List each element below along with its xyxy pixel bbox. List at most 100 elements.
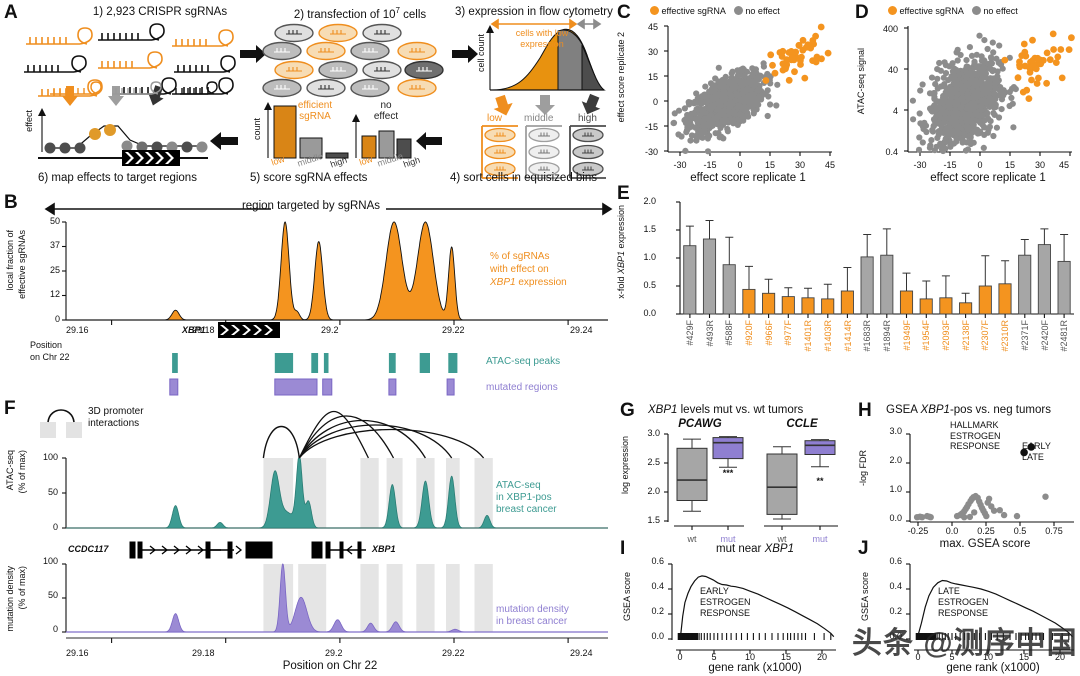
legend-dot-effective-c: [650, 6, 659, 15]
panel-a-step-6-label: 6) map effects to target regions: [38, 172, 197, 184]
panel-h-scatter: [906, 433, 1074, 526]
panel-h-ytick-30: 3.0: [889, 426, 902, 436]
panel-g-xtick-wt-1: wt: [687, 534, 697, 544]
panel-j-letter: J: [858, 538, 869, 559]
panel-b-atac-track: [172, 353, 458, 373]
legend-label-noeffect-c: no effect: [745, 6, 780, 16]
panel-j-ytick-00: 0.0: [889, 631, 902, 641]
legend-dot-effective-d: [888, 6, 897, 15]
panel-f-xtick-0: 29.16: [66, 648, 89, 658]
panel-e-bar-label: #1414R: [842, 320, 853, 352]
panel-b-target-region-arrow: [44, 202, 613, 216]
panel-d-ytick-4: 4: [892, 106, 898, 116]
panel-h-xtick-0: -0.25: [907, 526, 929, 536]
arrow-step2-to-3: [452, 45, 478, 63]
panel-f-xtick-1: 29.18: [192, 648, 215, 658]
panel-e-barchart: [676, 201, 1074, 318]
panel-b-signal-plot: [62, 221, 608, 325]
panel-f-mut-ytick-100: 100: [42, 556, 58, 566]
panel-i-title: mut near XBP1: [716, 543, 794, 555]
panel-i-xlabel: gene rank (x1000): [708, 662, 802, 674]
panel-j-xtick-20: 20: [1054, 652, 1065, 662]
score-sgrna-barcharts: [264, 102, 412, 159]
panel-f-mut-ytick-0: 0: [52, 624, 58, 634]
sgrna-black-2: [24, 55, 87, 73]
panel-j-xtick-10: 10: [982, 652, 993, 662]
panel-g-ytick-15: 1.5: [647, 515, 660, 525]
panel-b-position-label: Position on Chr 22: [30, 340, 70, 362]
panel-h-ytick-00: 0.0: [889, 513, 902, 523]
score-legend-noeffect: no effect: [373, 100, 399, 122]
panel-f-gene-models: [129, 541, 366, 559]
step2-head: 2) transfection of 10: [293, 8, 396, 21]
panel-h-hallmark-annot: HALLMARK ESTROGEN RESPONSE: [950, 420, 1001, 451]
panel-a-step-4-label: 4) sort cells in equisized bins: [450, 172, 598, 184]
panel-e-bar-label: #977F: [783, 320, 794, 346]
panel-i-xtick-15: 15: [780, 652, 791, 662]
panel-d-xtick-0: 0: [977, 160, 983, 170]
panel-j-annot: LATE ESTROGEN RESPONSE: [938, 586, 989, 618]
legend-label-effective-c: effective sgRNA: [661, 6, 726, 16]
panel-a-step-1-label: 1) 2,923 CRISPR sgRNAs: [92, 6, 228, 18]
panel-f-gene-ccdc117: CCDC117: [68, 544, 109, 554]
panel-e-ylabel: x-fold XBP1 expression: [616, 205, 626, 299]
panel-d-letter: D: [855, 2, 869, 23]
panel-c-ylabel: effect score replicate 2: [616, 32, 626, 123]
panel-f-atac-annot: ATAC-seq in XBP1-pos breast cancer: [496, 480, 557, 515]
panel-b-xtick-2: 29.2: [321, 325, 339, 335]
flow-cytometry-plot: [486, 25, 606, 91]
panel-b-mutated-track: [169, 378, 455, 396]
effect-y-axis-label: effect: [24, 110, 34, 132]
panel-f-mut-ylabel-2: (% of max): [17, 566, 27, 610]
panel-b-ytick-37: 37: [49, 240, 60, 250]
flow-range-arrows: [490, 18, 602, 30]
panel-e-bar-label: #1894R: [881, 320, 892, 352]
panel-d-ytick-40: 40: [887, 65, 898, 75]
panel-e-bar-label: #1949F: [901, 320, 912, 351]
sorted-bins-group: [481, 125, 606, 179]
panel-c-ytick-0: 0: [652, 97, 658, 107]
panel-b-gene-label: XBP1: [182, 325, 206, 335]
panel-c-ytick-m15: -15: [644, 122, 658, 132]
panel-c-xtick-30: 30: [794, 160, 805, 170]
panel-i-xtick-20: 20: [816, 652, 827, 662]
panel-h-annot-late: LATE: [1022, 452, 1044, 462]
panel-f-mutation-plot: [62, 563, 608, 643]
panel-e-bar-label: #2371F: [1019, 320, 1030, 351]
panel-b-gene-arrow-box: [218, 322, 280, 338]
panel-f-mut-annot: mutation density in breast cancer: [496, 604, 569, 627]
legend-label-noeffect-d: no effect: [983, 6, 1018, 16]
panel-j-xtick-5: 5: [949, 652, 955, 662]
panel-c-xtick-15: 15: [764, 160, 775, 170]
panel-e-ytick-10: 1.0: [643, 252, 656, 262]
panel-g-boxplot: [664, 433, 838, 530]
panel-e-bar-label: #1401R: [803, 320, 813, 352]
panel-e-bar-label: #493R: [704, 320, 715, 347]
panel-i-ytick-02: 0.2: [651, 606, 664, 616]
panel-h-xtick-1: 0.0: [945, 526, 959, 536]
panel-g-sig-pcawg: ***: [722, 468, 734, 478]
panel-g-group-pcawg: PCAWG: [678, 418, 722, 430]
flow-low-expression-annotation: cells with low expression: [515, 28, 569, 49]
panel-f-atac-plot: [62, 411, 608, 529]
panel-g-title: XBP1 levels mut vs. wt tumors: [648, 404, 804, 416]
sgrna-black-1: [98, 23, 165, 41]
panel-c-xlabel: effect score replicate 1: [690, 172, 806, 184]
panel-e-bar-label: #1954F: [921, 320, 932, 351]
effect-map-plot: [38, 108, 208, 166]
panel-d-ytick-04: 0.4: [885, 147, 898, 157]
panel-j-xlabel: gene rank (x1000): [946, 662, 1040, 674]
panel-b-xtick-3: 29.22: [442, 325, 465, 335]
panel-i-ytick-06: 0.6: [651, 556, 664, 566]
panel-g-ytick-20: 2.0: [647, 486, 660, 496]
score-legend-efficient: efficient sgRNA: [297, 100, 333, 122]
panel-i-ytick-04: 0.4: [651, 581, 664, 591]
panel-c-xtick-0: 0: [737, 160, 743, 170]
transfected-cells-group: [262, 23, 444, 98]
panel-h-xtick-3: 0.5: [1013, 526, 1027, 536]
panel-j-ytick-02: 0.2: [889, 606, 902, 616]
sgrna-orange-3: [98, 51, 163, 69]
panel-b-ytick-25: 25: [49, 265, 60, 275]
panel-h-title: GSEA XBP1-pos vs. neg tumors: [886, 404, 1051, 416]
sgrna-orange-1: [26, 27, 93, 45]
